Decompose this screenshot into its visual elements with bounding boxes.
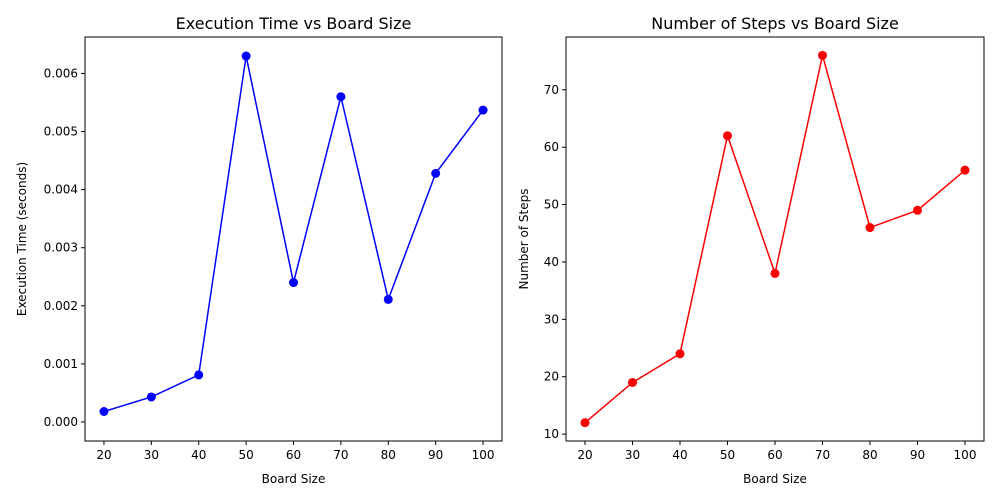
x-tick-label: 60 bbox=[767, 448, 782, 462]
y-tick-label: 0.003 bbox=[44, 241, 78, 255]
plot-frame bbox=[565, 36, 985, 442]
chart-number-of-steps: Number of Steps vs Board Size 20 30 40 50 60… bbox=[517, 14, 985, 486]
x-tick-label: 40 bbox=[672, 448, 687, 462]
series-line bbox=[103, 55, 484, 413]
data-point bbox=[818, 50, 827, 60]
data-point bbox=[628, 377, 637, 387]
y-axis-label: Number of Steps bbox=[517, 189, 531, 290]
y-tick-label: 0.001 bbox=[44, 357, 78, 371]
data-point bbox=[99, 406, 109, 416]
y-tick-label: 70 bbox=[544, 83, 559, 97]
x-tick-label: 80 bbox=[381, 448, 396, 462]
data-point bbox=[478, 105, 488, 115]
data-point bbox=[146, 392, 156, 402]
x-tick-label: 90 bbox=[910, 448, 925, 462]
y-tick-label: 20 bbox=[544, 370, 559, 384]
x-tick-label: 100 bbox=[954, 448, 977, 462]
x-tick-label: 20 bbox=[577, 448, 592, 462]
x-tick-label: 20 bbox=[96, 448, 111, 462]
chart-execution-time: Execution Time vs Board Size 20 30 40 50 60 7… bbox=[15, 14, 503, 486]
y-tick-label: 50 bbox=[544, 198, 559, 212]
y-tick-label: 30 bbox=[544, 312, 559, 326]
x-tick-label: 30 bbox=[144, 448, 159, 462]
data-point bbox=[431, 168, 441, 178]
series-line bbox=[584, 55, 966, 424]
data-point bbox=[289, 278, 298, 288]
x-tick-label: 70 bbox=[333, 448, 348, 462]
x-tick-label: 80 bbox=[862, 448, 877, 462]
x-tick-label: 50 bbox=[720, 448, 735, 462]
chart-title: Execution Time vs Board Size bbox=[176, 14, 412, 33]
x-tick-label: 100 bbox=[472, 448, 495, 462]
x-tick-label: 90 bbox=[428, 448, 443, 462]
data-point bbox=[194, 370, 204, 380]
x-axis-label: Board Size bbox=[743, 472, 807, 486]
x-tick-label: 70 bbox=[815, 448, 830, 462]
y-tick-label: 40 bbox=[544, 255, 559, 269]
x-tick-label: 50 bbox=[238, 448, 253, 462]
data-point bbox=[580, 418, 590, 428]
data-point bbox=[383, 294, 393, 304]
data-point bbox=[865, 223, 875, 233]
x-axis-label: Board Size bbox=[262, 472, 326, 486]
y-tick-label: 0.000 bbox=[44, 415, 78, 429]
y-tick-label: 60 bbox=[544, 140, 559, 154]
data-point bbox=[913, 205, 922, 215]
x-tick-label: 30 bbox=[625, 448, 640, 462]
y-tick-label: 0.004 bbox=[44, 183, 78, 197]
y-tick-label: 10 bbox=[544, 427, 559, 441]
chart-title: Number of Steps vs Board Size bbox=[651, 14, 899, 33]
x-tick-label: 40 bbox=[191, 448, 206, 462]
data-point bbox=[723, 131, 732, 141]
y-tick-label: 0.005 bbox=[44, 125, 78, 139]
data-point bbox=[241, 51, 251, 61]
y-axis-label: Execution Time (seconds) bbox=[15, 162, 29, 316]
data-point bbox=[675, 349, 685, 359]
data-point bbox=[960, 165, 970, 175]
x-tick-label: 60 bbox=[286, 448, 301, 462]
plot-frame bbox=[84, 36, 503, 442]
y-tick-label: 0.002 bbox=[44, 299, 78, 313]
data-point bbox=[770, 268, 780, 278]
y-tick-label: 0.006 bbox=[44, 66, 78, 80]
data-point bbox=[336, 92, 346, 102]
